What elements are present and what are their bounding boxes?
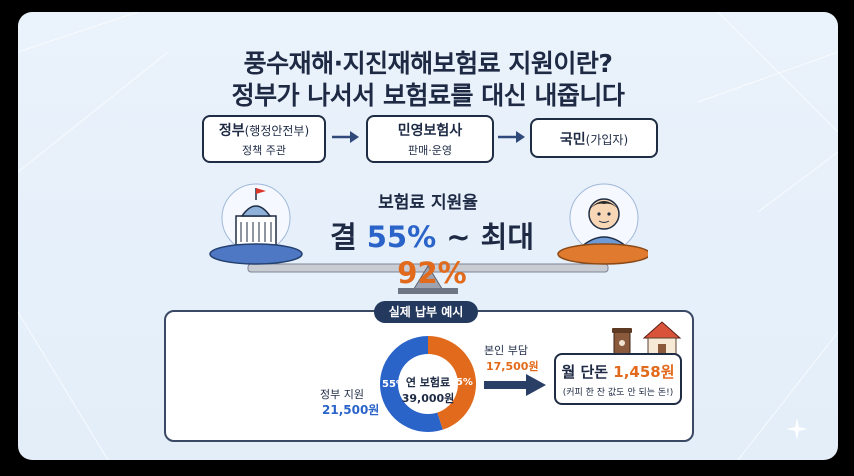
monthly-cost: 월 단돈 1,458원 — [556, 361, 680, 382]
monthly-note: (커피 한 잔 값도 안 되는 돈!) — [562, 388, 674, 398]
gov-support-label: 정부 지원 — [320, 388, 364, 401]
support-rate-range: 결 55% ~ 최대 92% — [312, 214, 552, 290]
gov-paren: (행정안전부) — [244, 124, 310, 138]
gov-box-title: 정부(행정안전부) — [204, 120, 324, 140]
rate-mid: ~ 최대 — [436, 220, 535, 254]
gov-role: 정책 주관 — [242, 144, 286, 157]
example-tag: 실제 납부 예시 — [374, 301, 478, 323]
title-line-2: 정부가 나서서 보험료를 대신 내줍니다 — [231, 81, 625, 110]
premium-donut-chart — [380, 336, 477, 432]
monthly-amount: 1,458원 — [613, 363, 675, 381]
arrow-right-icon — [332, 131, 359, 143]
citizen-box: 국민(가입자) — [530, 118, 658, 158]
citizen-name: 국민 — [559, 132, 586, 148]
citizen-paren: (가입자) — [585, 133, 629, 147]
gov-box: 정부(행정안전부) 정책 주관 — [202, 115, 326, 163]
coffee-cup-icon — [612, 328, 632, 355]
background-lines — [18, 12, 838, 460]
own-share-amount: 17,500원 — [486, 360, 539, 373]
title-line-1: 풍수재해·지진재해보험료 지원이란? — [243, 49, 613, 78]
sparkle-icon — [786, 418, 808, 440]
insurer-role: 판매·운영 — [408, 144, 452, 157]
citizen-box-title: 국민(가입자) — [532, 129, 656, 149]
gov-support-amount: 21,500원 — [322, 403, 380, 417]
donut-center-label: 연 보험료 — [405, 376, 451, 389]
own-share-label: 본인 부담 — [484, 344, 528, 357]
monthly-cost-box: 월 단돈 1,458원 (커피 한 잔 값도 안 되는 돈!) — [554, 353, 682, 405]
donut-own-pct: 45% — [449, 377, 473, 388]
rate-prefix: 결 — [329, 220, 367, 254]
balance-scale — [209, 183, 648, 294]
house-icon — [612, 321, 682, 357]
monthly-prefix: 월 단돈 — [561, 363, 614, 381]
support-rate-label: 보험료 지원율 — [378, 193, 478, 213]
government-building-icon — [209, 183, 303, 265]
insurer-box: 민영보험사 판매·운영 — [366, 115, 494, 163]
insurer-name: 민영보험사 — [397, 123, 463, 139]
infographic-card: 풍수재해·지진재해보험료 지원이란? 정부가 나서서 보험료를 대신 내줍니다 … — [18, 12, 838, 460]
donut-gov-pct: 55% — [382, 379, 406, 390]
rate-min: 55% — [366, 220, 437, 254]
arrow-right-icon — [484, 374, 546, 396]
rate-max: 92% — [397, 256, 467, 290]
person-icon — [557, 183, 648, 265]
donut-center-amount: 39,000원 — [401, 392, 455, 405]
arrow-right-icon — [498, 131, 525, 143]
gov-name: 정부 — [218, 123, 245, 139]
